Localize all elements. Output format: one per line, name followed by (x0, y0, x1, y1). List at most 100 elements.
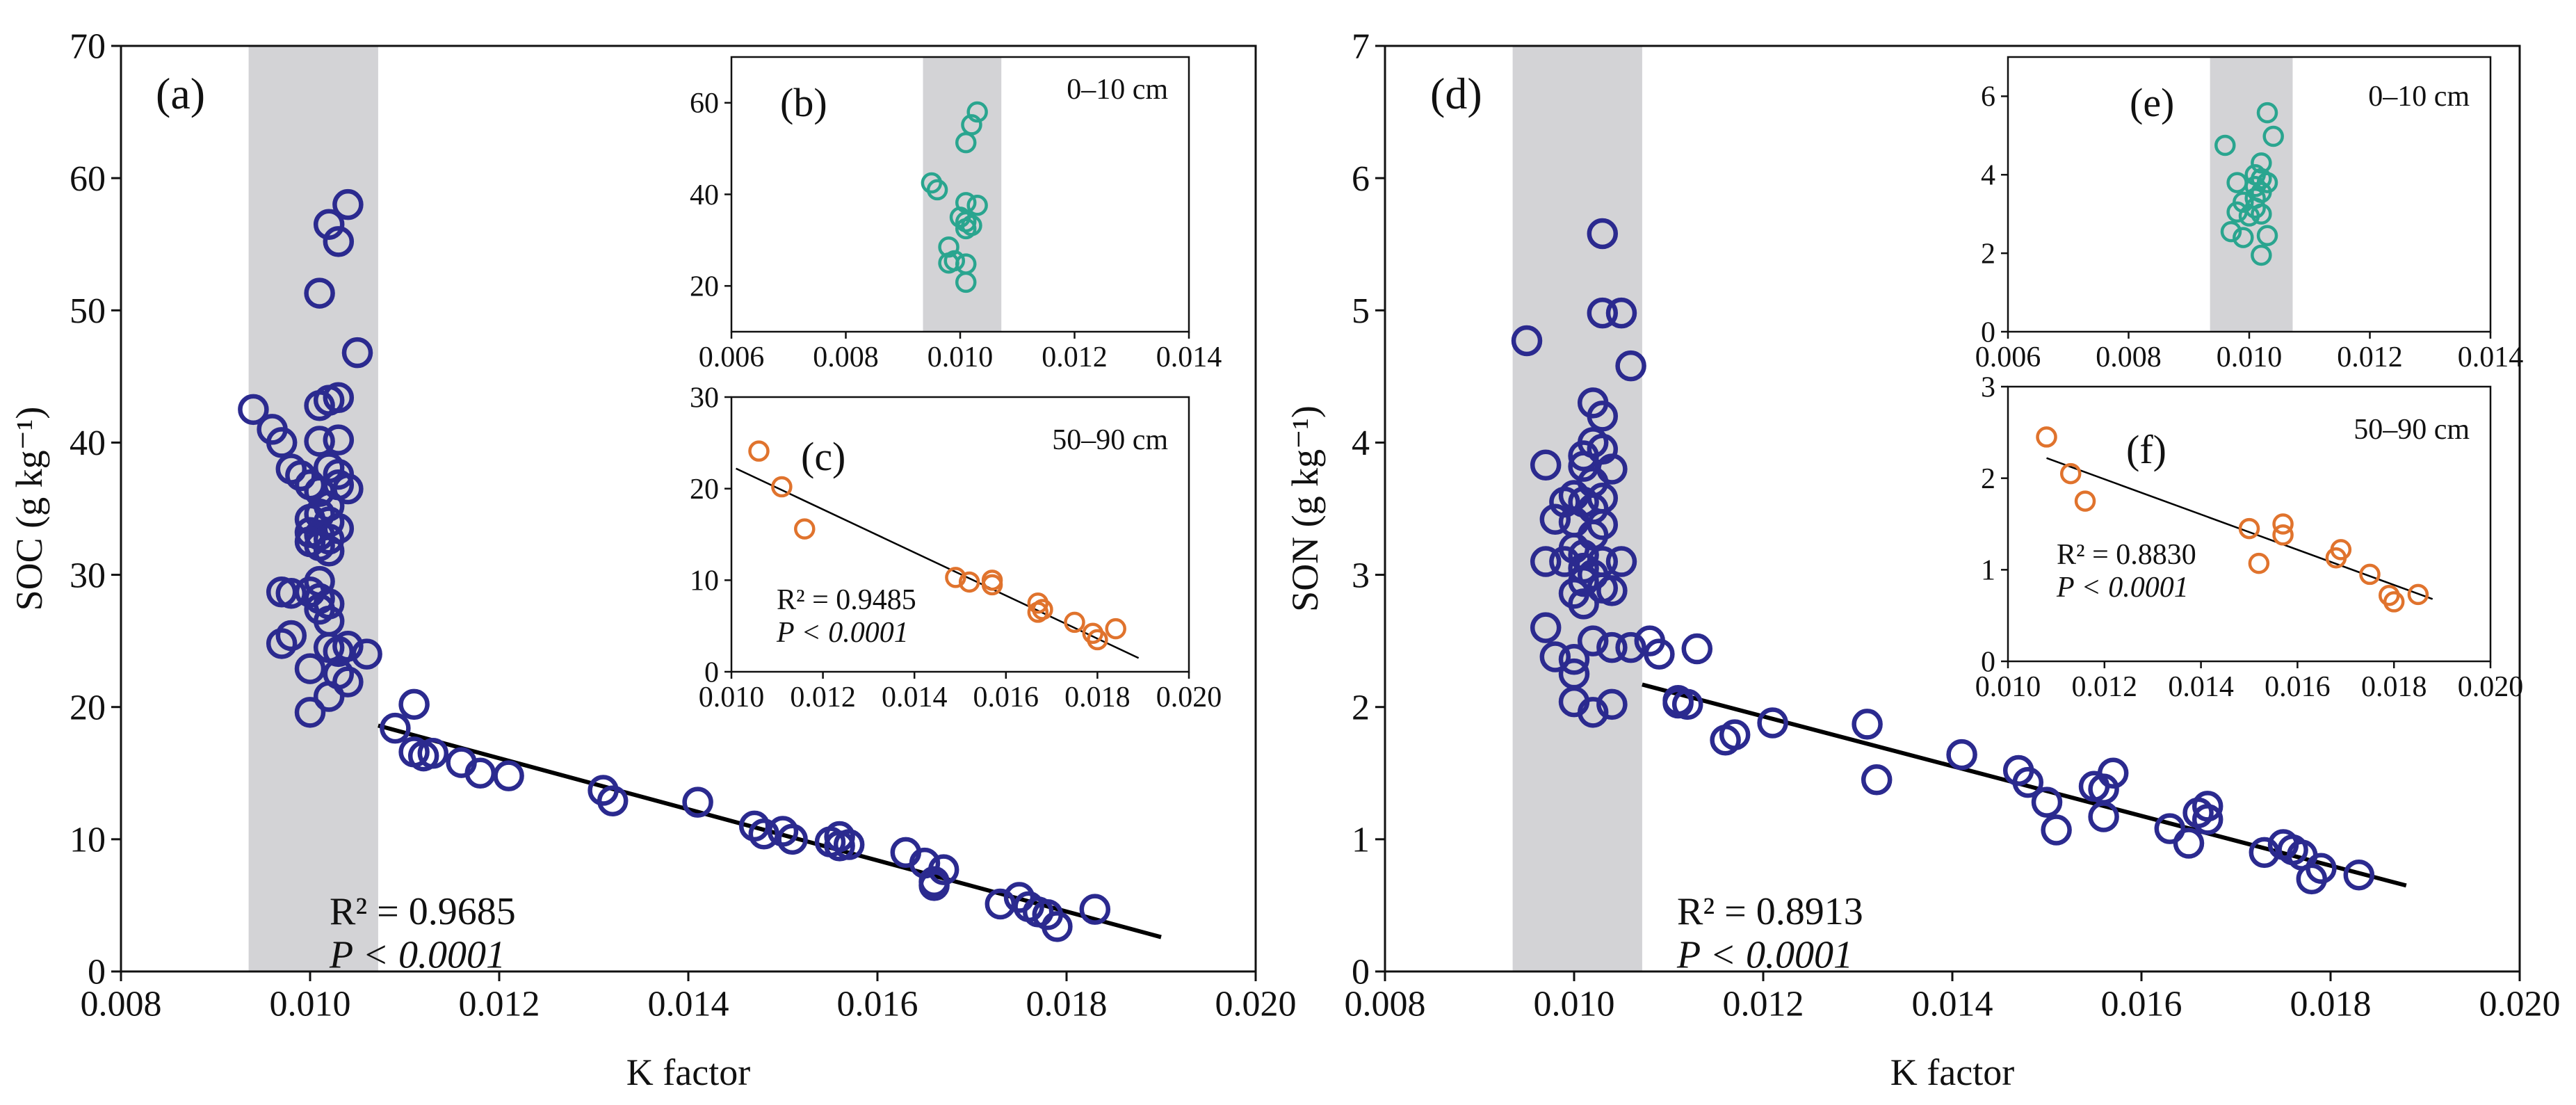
panel-label: (a) (156, 69, 205, 118)
data-point (2238, 517, 2260, 540)
y-tick-label: 0 (1981, 316, 1995, 348)
p-value-annotation: P < 0.0001 (2056, 572, 2189, 604)
data-point (1671, 688, 1703, 720)
y-axis-label: SON (g kg⁻¹) (1284, 405, 1326, 612)
y-tick-label: 40 (70, 424, 106, 463)
data-point (1861, 764, 1893, 796)
data-point (266, 628, 298, 659)
x-tick-label: 0.008 (813, 341, 879, 373)
p-value-annotation: P < 0.0001 (329, 934, 505, 977)
data-point (341, 337, 373, 369)
data-point (417, 738, 449, 769)
data-point (1539, 503, 1571, 535)
x-tick-label: 0.010 (1975, 671, 2041, 703)
data-point (2233, 227, 2254, 248)
data-point (2154, 813, 2186, 844)
data-point (958, 571, 980, 593)
data-point (1087, 629, 1108, 651)
data-point (2220, 220, 2242, 243)
data-point (2262, 125, 2284, 147)
x-tick-label: 0.018 (2361, 671, 2427, 703)
data-point (2251, 203, 2272, 225)
y-tick-label: 70 (70, 27, 106, 67)
y-tick-label: 3 (1352, 556, 1370, 595)
data-point (2256, 102, 2278, 124)
y-tick-label: 10 (690, 565, 719, 597)
data-point (332, 666, 364, 697)
data-point (2059, 462, 2082, 485)
panel-label: (f) (2126, 427, 2166, 472)
data-point (748, 818, 780, 850)
r-squared-annotation: R² = 0.9685 (330, 890, 516, 933)
x-tick-label: 0.010 (1534, 984, 1615, 1024)
y-tick-label: 0 (1352, 953, 1370, 992)
y-tick-label: 4 (1352, 424, 1370, 463)
data-point (2272, 513, 2294, 535)
y-tick-label: 7 (1352, 27, 1370, 67)
data-point (294, 653, 326, 684)
y-tick-label: 2 (1981, 463, 1995, 495)
x-tick-label: 0.010 (699, 681, 765, 713)
data-point (2238, 205, 2260, 227)
data-point (955, 271, 977, 293)
inset-background (2008, 387, 2490, 661)
y-tick-label: 1 (1352, 821, 1370, 860)
inset-chart-f: 0.010 0.012 0.014 0.016 0.018 0.020 0 1 2 3 (f) 50–… (1975, 371, 2524, 703)
panel-label: (e) (2130, 80, 2174, 125)
data-point (1596, 631, 1628, 663)
x-tick-label: 0.016 (973, 681, 1039, 713)
x-tick-label: 0.012 (1042, 341, 1108, 373)
data-point (943, 250, 966, 272)
data-point (304, 277, 335, 309)
data-point (777, 823, 808, 855)
data-point (1549, 546, 1580, 577)
x-tick-label: 0.012 (2337, 341, 2403, 373)
y-tick-label: 60 (70, 159, 106, 199)
data-point (2074, 490, 2096, 512)
data-point (597, 785, 629, 816)
data-point (2041, 814, 2072, 846)
data-point (2359, 563, 2381, 586)
data-point (2192, 804, 2223, 835)
data-point (2330, 539, 2352, 560)
data-point (332, 630, 364, 662)
data-point (1105, 618, 1126, 640)
x-tick-label: 0.010 (270, 984, 351, 1024)
x-axis-label: K factor (1890, 1051, 2014, 1093)
chart-d: 0.008 0.010 0.012 0.014 0.016 0.018 0.020 0 1 2 3 4… (1284, 27, 2561, 1093)
x-tick-label: 0.006 (699, 341, 765, 373)
y-axis-label: SOC (g kg⁻¹) (8, 407, 50, 611)
data-point (1681, 633, 1713, 665)
data-point (2306, 853, 2337, 884)
y-tick-label: 20 (70, 688, 106, 727)
data-point (945, 567, 966, 588)
data-point (1042, 911, 1073, 942)
data-point (1596, 688, 1628, 720)
y-tick-label: 5 (1352, 291, 1370, 331)
r-squared-annotation: R² = 0.9485 (777, 584, 916, 616)
data-point (351, 638, 382, 670)
r-squared-annotation: R² = 0.8830 (2057, 539, 2196, 571)
depth-label: 50–90 cm (1052, 424, 1168, 456)
plot-frame (2007, 385, 2492, 663)
data-point (2012, 766, 2044, 798)
data-point (304, 426, 335, 457)
data-point (304, 593, 335, 625)
y-tick-label: 50 (70, 291, 106, 331)
data-point (2088, 801, 2119, 832)
data-point (2272, 524, 2294, 546)
data-point (1596, 575, 1628, 606)
data-point (238, 394, 269, 426)
data-point (1511, 325, 1543, 357)
y-tick-label: 6 (1981, 81, 1995, 113)
data-point (955, 218, 977, 240)
data-point (332, 188, 364, 220)
data-point (1577, 697, 1609, 728)
panel-label: (c) (801, 434, 845, 479)
inset-chart-b: 0.006 0.008 0.010 0.012 0.014 20 40 60 (b) 0–10 c… (690, 56, 1222, 373)
x-tick-label: 0.012 (2072, 671, 2138, 703)
data-point (1530, 449, 1562, 481)
data-point (1079, 894, 1111, 925)
r-squared-annotation: R² = 0.8913 (1677, 890, 1863, 933)
